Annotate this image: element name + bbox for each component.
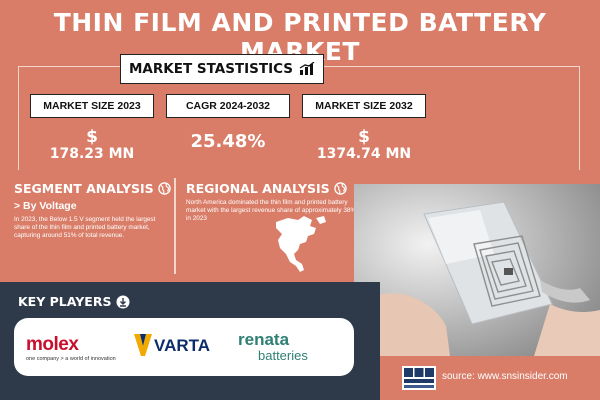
- regional-text: North America dominated the thin film an…: [186, 199, 357, 222]
- key-players-title: KEY PLAYERS: [18, 294, 112, 309]
- stat-number: 178.23 MN: [49, 146, 135, 162]
- globe-icon: [333, 182, 347, 195]
- segment-subheading: > By Voltage: [14, 200, 77, 212]
- renata-sub: batteries: [258, 348, 308, 363]
- stat-label-cagr: CAGR 2024-2032: [166, 94, 290, 118]
- market-statistics-heading-box: MARKET STASTISTICS: [120, 54, 324, 84]
- regional-analysis-heading: REGIONAL ANALYSIS: [186, 181, 347, 196]
- stat-number: 25.48%: [190, 131, 266, 152]
- sns-insider-logo-icon: [402, 366, 436, 390]
- north-america-map: [276, 216, 326, 272]
- stat-label-market-size-2023: MARKET SIZE 2023: [30, 94, 154, 118]
- battery-photo: [354, 184, 600, 356]
- segment-analysis-title: SEGMENT ANALYSIS: [14, 181, 154, 196]
- market-statistics-heading: MARKET STASTISTICS: [129, 61, 293, 77]
- segment-text: In 2023, the Below 1.5 V segment held th…: [14, 216, 156, 239]
- stat-label-market-size-2032: MARKET SIZE 2032: [302, 94, 426, 118]
- molex-logo: molex: [26, 334, 79, 355]
- download-circle-icon: [116, 295, 130, 308]
- varta-chevron-icon: [134, 334, 152, 356]
- dollar-symbol: $: [358, 127, 370, 147]
- source-text: source: www.snsinsider.com: [442, 371, 568, 382]
- stat-value-market-size-2023: $ 178.23 MN: [30, 128, 154, 162]
- globe-icon: [157, 182, 171, 195]
- renata-logo: renata: [238, 330, 290, 349]
- molex-tagline: one company > a world of innovation: [26, 356, 116, 362]
- dollar-symbol: $: [86, 127, 98, 147]
- stat-value-market-size-2032: $ 1374.74 MN: [302, 128, 426, 162]
- key-players-logos: [14, 318, 354, 376]
- page-title: THIN FILM AND PRINTED BATTERY MARKET: [53, 8, 547, 66]
- stat-number: 1374.74 MN: [316, 146, 412, 162]
- key-players-heading: KEY PLAYERS: [18, 294, 130, 309]
- hand-holding-battery-illustration: [354, 184, 600, 356]
- segment-analysis-heading: SEGMENT ANALYSIS: [14, 181, 171, 196]
- growth-chart-icon: [299, 62, 315, 75]
- regional-analysis-title: REGIONAL ANALYSIS: [186, 181, 330, 196]
- varta-logo: VARTA: [154, 336, 211, 355]
- stat-value-cagr: 25.48%: [166, 132, 290, 152]
- divider: [174, 178, 176, 274]
